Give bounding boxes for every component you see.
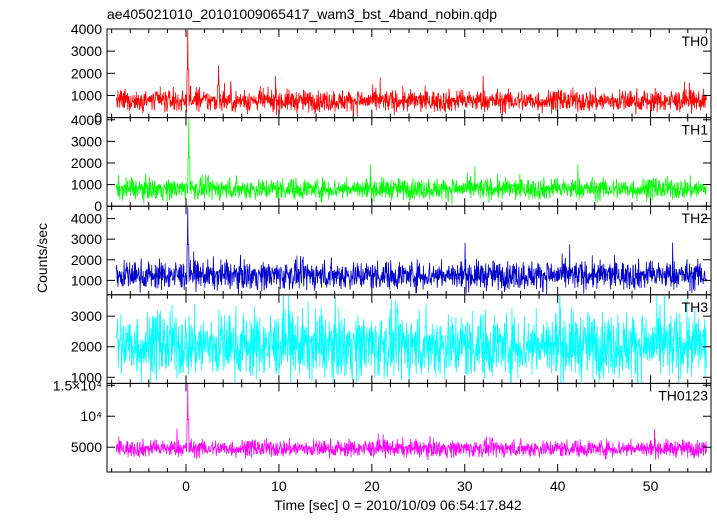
y-tick-label: 2000 xyxy=(71,65,102,81)
y-tick-label: 10⁴ xyxy=(80,408,102,424)
y-tick-label: 1000 xyxy=(71,87,102,103)
y-tick-label: 4000 xyxy=(71,112,102,128)
y-tick-label: 3000 xyxy=(71,231,102,247)
panel-label: TH3 xyxy=(682,299,709,315)
panel-label: TH2 xyxy=(682,210,709,226)
panel-th1: 0 1000 2000 3000 4000 TH1 xyxy=(71,112,712,214)
y-tick-label: 2000 xyxy=(71,252,102,268)
series-th0 xyxy=(115,30,707,117)
x-tick-label: 50 xyxy=(643,478,659,494)
y-tick-label: 1.5×10⁴ xyxy=(53,377,102,393)
x-tick-label: 20 xyxy=(364,478,380,494)
y-tick-label: 3000 xyxy=(71,133,102,149)
x-tick-label: 30 xyxy=(457,478,473,494)
panels-layer: 0 1000 2000 3000 4000 TH0 0 1000 2000 3000 4000 TH1… xyxy=(53,21,712,494)
y-tick-label: 1000 xyxy=(71,272,102,288)
panel-th3: 1000 2000 3000 TH3 xyxy=(71,294,712,385)
y-axis-label: Counts/sec xyxy=(34,223,50,293)
panel-frame xyxy=(106,382,712,473)
y-tick-label: 4000 xyxy=(71,21,102,37)
series-th2 xyxy=(115,207,707,295)
y-tick-label: 5000 xyxy=(71,439,102,455)
y-tick-label: 0 xyxy=(94,198,102,214)
panel-th2: 1000 2000 3000 4000 TH2 xyxy=(71,205,712,296)
x-tick-label: 40 xyxy=(550,478,566,494)
panel-label: TH0 xyxy=(682,33,709,49)
series-th3 xyxy=(115,294,707,384)
y-tick-label: 1000 xyxy=(71,369,102,385)
chart-title: ae405021010_20101009065417_wam3_bst_4ban… xyxy=(107,6,497,22)
panel-th0123: 5000 10⁴ 1.5×10⁴ TH0123 xyxy=(53,377,712,473)
x-axis-label: Time [sec] 0 = 2010/10/09 06:54:17.842 xyxy=(274,497,522,513)
y-tick-label: 4000 xyxy=(71,211,102,227)
panel-label: TH0123 xyxy=(658,387,708,403)
series-th0123 xyxy=(115,384,707,461)
y-tick-label: 3000 xyxy=(71,308,102,324)
panel-th0: 0 1000 2000 3000 4000 TH0 xyxy=(71,21,712,126)
y-tick-label: 2000 xyxy=(71,155,102,171)
x-tick-label: 0 xyxy=(182,478,190,494)
y-tick-label: 2000 xyxy=(71,339,102,355)
series-th1 xyxy=(115,118,707,205)
y-tick-label: 3000 xyxy=(71,43,102,59)
x-tick-label: 10 xyxy=(271,478,287,494)
panel-label: TH1 xyxy=(682,122,709,138)
y-tick-label: 1000 xyxy=(71,177,102,193)
y-tick-label: 0 xyxy=(94,110,102,126)
